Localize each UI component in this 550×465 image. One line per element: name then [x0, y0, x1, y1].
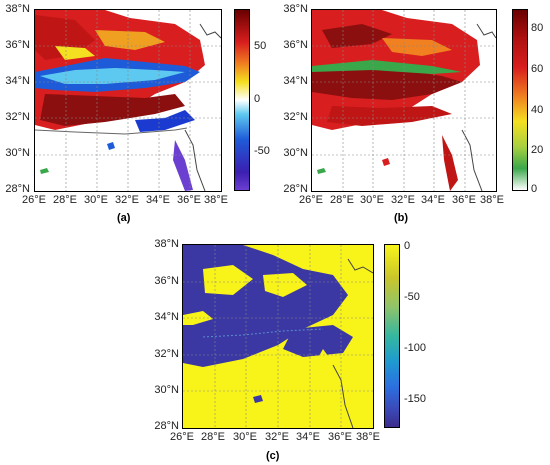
x-tick: 34°E: [296, 431, 320, 443]
y-tick: 36°N: [154, 275, 179, 287]
x-tick: 28°E: [201, 431, 225, 443]
caption-c: (c): [266, 450, 280, 462]
y-tick: 34°N: [154, 311, 179, 323]
colorbar-b-label: 40: [531, 104, 544, 116]
colorbar-a: [234, 9, 250, 191]
colorbar-c-label: -150: [404, 393, 427, 405]
y-tick: 32°N: [5, 111, 30, 123]
y-tick: 38°N: [5, 3, 30, 15]
y-tick: 32°N: [154, 348, 179, 360]
y-tick: 36°N: [283, 39, 308, 51]
x-tick: 30°E: [360, 194, 384, 206]
colorbar-a-label: -50: [254, 145, 270, 157]
map-b: [311, 9, 497, 192]
y-tick: 30°N: [5, 147, 30, 159]
colorbar-b-label: 0: [531, 183, 538, 195]
y-tick: 34°N: [5, 75, 30, 87]
x-tick: 28°E: [53, 194, 77, 206]
map-a: [34, 9, 222, 192]
map-c: [182, 244, 374, 429]
y-tick: 32°N: [283, 111, 308, 123]
y-tick: 28°N: [5, 183, 30, 195]
x-tick: 32°E: [391, 194, 415, 206]
x-tick: 26°E: [22, 194, 46, 206]
y-tick: 28°N: [154, 420, 179, 432]
colorbar-c-label: -100: [404, 342, 427, 354]
colorbar-c: [384, 244, 400, 428]
x-tick: 36°E: [177, 194, 201, 206]
x-tick: 38°E: [480, 194, 504, 206]
x-tick: 26°E: [170, 431, 194, 443]
x-tick: 32°E: [115, 194, 139, 206]
x-tick: 28°E: [330, 194, 354, 206]
y-tick: 38°N: [283, 3, 308, 15]
colorbar-c-label: -50: [404, 291, 420, 303]
y-tick: 34°N: [283, 75, 308, 87]
colorbar-b-label: 20: [531, 144, 544, 156]
x-tick: 36°E: [328, 431, 352, 443]
map-a-field: [35, 10, 221, 191]
x-tick: 34°E: [421, 194, 445, 206]
y-tick: 30°N: [154, 384, 179, 396]
colorbar-c-label: 0: [404, 240, 411, 252]
x-tick: 36°E: [452, 194, 476, 206]
x-tick: 34°E: [146, 194, 170, 206]
map-c-field: [183, 245, 373, 428]
y-tick: 28°N: [283, 183, 308, 195]
x-tick: 30°E: [84, 194, 108, 206]
x-tick: 26°E: [299, 194, 323, 206]
colorbar-a-label: 0: [254, 93, 261, 105]
colorbar-b-label: 80: [531, 22, 544, 34]
y-tick: 30°N: [283, 147, 308, 159]
colorbar-b-label: 60: [531, 63, 544, 75]
caption-b: (b): [394, 212, 409, 224]
x-tick: 38°E: [204, 194, 228, 206]
x-tick: 38°E: [356, 431, 380, 443]
colorbar-a-label: 50: [254, 40, 267, 52]
colorbar-b: [512, 9, 528, 191]
map-b-field: [312, 10, 496, 191]
x-tick: 30°E: [233, 431, 257, 443]
y-tick: 38°N: [154, 238, 179, 250]
x-tick: 32°E: [265, 431, 289, 443]
y-tick: 36°N: [5, 39, 30, 51]
caption-a: (a): [117, 212, 131, 224]
